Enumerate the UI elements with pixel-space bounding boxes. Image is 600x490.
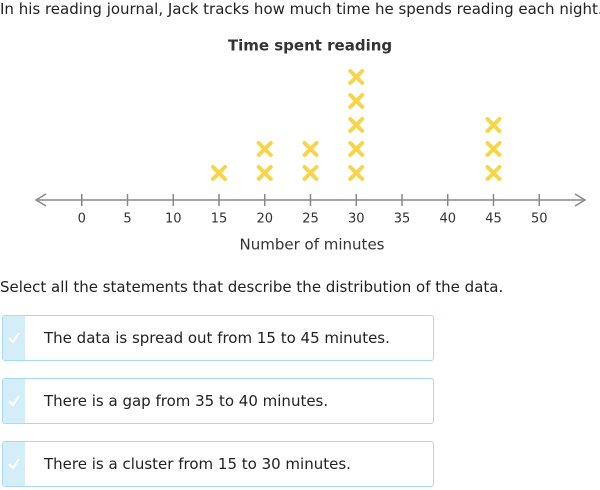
option-strip: [3, 316, 25, 360]
check-icon: [8, 458, 20, 470]
x-mark: [485, 165, 502, 181]
x-mark: [348, 69, 365, 85]
x-mark: [256, 141, 273, 157]
x-tick-label: 40: [439, 212, 456, 227]
axis-arrow: [34, 193, 47, 207]
option-label: There is a gap from 35 to 40 minutes.: [44, 392, 329, 410]
option-label: The data is spread out from 15 to 45 min…: [44, 329, 390, 347]
option-label: There is a cluster from 15 to 30 minutes…: [44, 455, 351, 473]
question: Select all the statements that describe …: [0, 278, 504, 296]
x-mark: [211, 165, 227, 181]
x-tick-label: 50: [531, 212, 548, 227]
option[interactable]: The data is spread out from 15 to 45 min…: [2, 315, 434, 361]
chart-title: Time spent reading: [228, 37, 392, 55]
x-tick-label: 25: [302, 212, 319, 227]
option-strip: [3, 379, 25, 423]
option[interactable]: There is a cluster from 15 to 30 minutes…: [2, 441, 434, 487]
x-tick-label: 10: [165, 212, 182, 227]
option[interactable]: There is a gap from 35 to 40 minutes.: [2, 378, 434, 424]
option-strip: [3, 442, 25, 486]
x-mark: [348, 117, 365, 133]
x-mark: [348, 141, 365, 157]
x-tick-label: 30: [348, 212, 365, 227]
x-tick-label: 15: [211, 212, 228, 227]
x-mark: [256, 165, 273, 181]
x-mark: [485, 117, 502, 133]
x-mark: [302, 141, 319, 157]
x-tick-label: 5: [123, 212, 131, 227]
x-mark: [302, 165, 319, 181]
x-mark: [348, 165, 365, 181]
prompt: In his reading journal, Jack tracks how …: [0, 0, 600, 18]
x-mark: [348, 93, 365, 109]
x-tick-label: 35: [394, 212, 411, 227]
chart: Time spent reading Number of minutes 0 5 1…: [34, 37, 587, 254]
x-tick-label: 45: [485, 212, 502, 227]
x-axis-label: Number of minutes: [240, 236, 385, 254]
x-tick-label: 0: [78, 212, 86, 227]
axis-arrow: [574, 193, 587, 207]
check-icon: [8, 395, 20, 407]
x-tick-label: 20: [256, 212, 273, 227]
check-icon: [8, 332, 20, 344]
x-mark: [485, 141, 502, 157]
